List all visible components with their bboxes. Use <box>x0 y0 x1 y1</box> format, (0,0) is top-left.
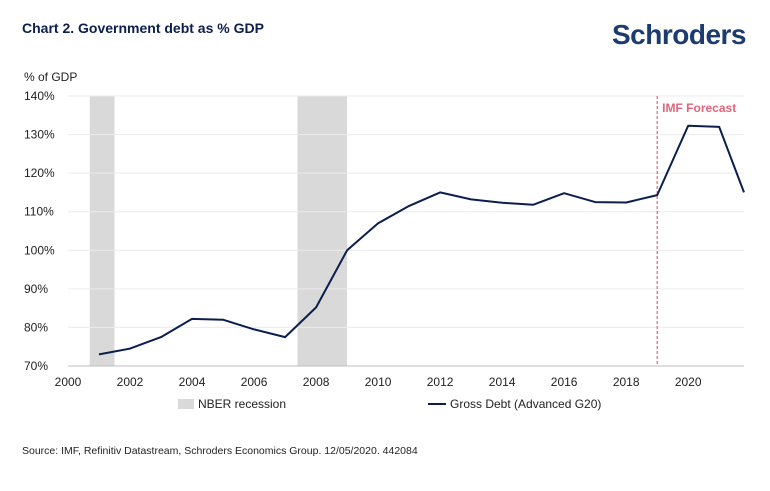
x-tick-label: 2014 <box>489 375 516 389</box>
series-line-0 <box>98 124 745 356</box>
legend-debt-label: Gross Debt (Advanced G20) <box>450 397 601 411</box>
x-tick-label: 2000 <box>55 375 82 389</box>
recession-band-1 <box>297 96 348 366</box>
legend-recession-swatch <box>178 399 194 409</box>
schroders-logo: Schroders <box>612 19 747 50</box>
x-tick-label: 2012 <box>427 375 454 389</box>
y-axis-label: % of GDP <box>24 70 78 84</box>
x-tick-label: 2006 <box>241 375 268 389</box>
y-tick-label: 130% <box>24 128 55 142</box>
y-tick-label: 110% <box>24 205 54 219</box>
x-tick-label: 2016 <box>551 375 578 389</box>
x-tick-label: 2008 <box>303 375 330 389</box>
x-tick-label: 2010 <box>365 375 392 389</box>
x-tick-label: 2020 <box>675 375 702 389</box>
y-tick-label: 90% <box>24 282 48 296</box>
forecast-label: IMF Forecast <box>662 101 736 115</box>
legend-recession-label: NBER recession <box>198 397 286 411</box>
x-tick-label: 2002 <box>117 375 144 389</box>
y-tick-label: 80% <box>24 320 48 334</box>
y-tick-label: 140% <box>24 89 55 103</box>
chart-title: Chart 2. Government debt as % GDP <box>22 20 264 36</box>
y-tick-label: 70% <box>24 359 48 373</box>
y-tick-label: 120% <box>24 166 55 180</box>
recession-band-0 <box>89 96 115 366</box>
y-tick-label: 100% <box>24 243 55 257</box>
x-tick-label: 2004 <box>179 375 206 389</box>
source-note: Source: IMF, Refinitiv Datastream, Schro… <box>22 445 418 457</box>
x-tick-label: 2018 <box>613 375 640 389</box>
